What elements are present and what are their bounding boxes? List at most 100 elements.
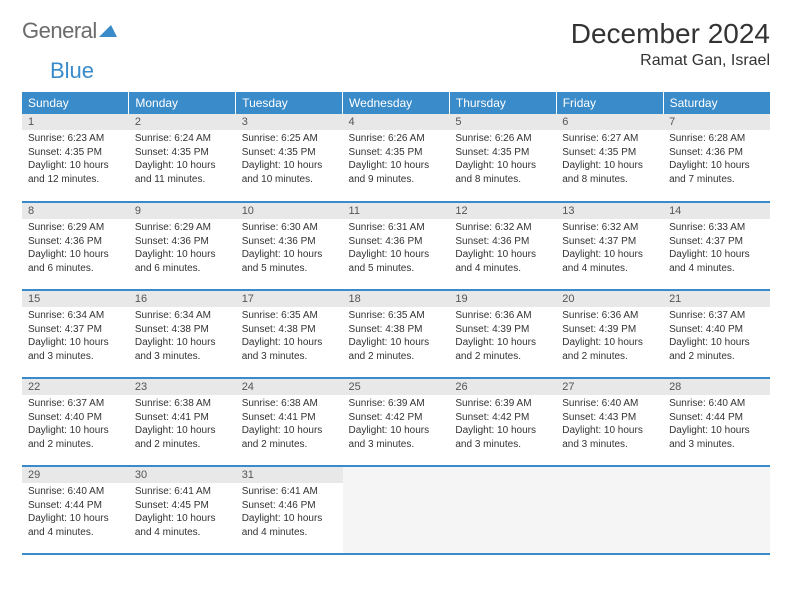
calendar-cell: 25Sunrise: 6:39 AMSunset: 4:42 PMDayligh… <box>343 378 450 466</box>
day-content: Sunrise: 6:34 AMSunset: 4:38 PMDaylight:… <box>129 307 236 367</box>
day-content: Sunrise: 6:30 AMSunset: 4:36 PMDaylight:… <box>236 219 343 279</box>
sunrise-text: Sunrise: 6:27 AM <box>562 132 657 146</box>
day-content: Sunrise: 6:41 AMSunset: 4:45 PMDaylight:… <box>129 483 236 543</box>
sunrise-text: Sunrise: 6:41 AM <box>135 485 230 499</box>
sunrise-text: Sunrise: 6:35 AM <box>349 309 444 323</box>
weekday-header: Monday <box>129 92 236 114</box>
sunset-text: Sunset: 4:36 PM <box>455 235 550 249</box>
sunrise-text: Sunrise: 6:33 AM <box>669 221 764 235</box>
calendar-cell: 3Sunrise: 6:25 AMSunset: 4:35 PMDaylight… <box>236 114 343 202</box>
day-content: Sunrise: 6:29 AMSunset: 4:36 PMDaylight:… <box>129 219 236 279</box>
calendar-cell: 27Sunrise: 6:40 AMSunset: 4:43 PMDayligh… <box>556 378 663 466</box>
sunrise-text: Sunrise: 6:26 AM <box>455 132 550 146</box>
calendar-row: 8Sunrise: 6:29 AMSunset: 4:36 PMDaylight… <box>22 202 770 290</box>
daylight-text: Daylight: 10 hours and 9 minutes. <box>349 159 444 186</box>
calendar-cell: 22Sunrise: 6:37 AMSunset: 4:40 PMDayligh… <box>22 378 129 466</box>
day-content: Sunrise: 6:23 AMSunset: 4:35 PMDaylight:… <box>22 130 129 190</box>
logo-triangle-icon <box>99 23 119 39</box>
sunrise-text: Sunrise: 6:24 AM <box>135 132 230 146</box>
daylight-text: Daylight: 10 hours and 4 minutes. <box>455 248 550 275</box>
sunrise-text: Sunrise: 6:29 AM <box>135 221 230 235</box>
calendar-cell: 8Sunrise: 6:29 AMSunset: 4:36 PMDaylight… <box>22 202 129 290</box>
sunset-text: Sunset: 4:38 PM <box>135 323 230 337</box>
logo: General <box>22 18 119 44</box>
day-content: Sunrise: 6:36 AMSunset: 4:39 PMDaylight:… <box>449 307 556 367</box>
daylight-text: Daylight: 10 hours and 2 minutes. <box>28 424 123 451</box>
calendar-body: 1Sunrise: 6:23 AMSunset: 4:35 PMDaylight… <box>22 114 770 554</box>
weekday-header: Wednesday <box>343 92 450 114</box>
sunset-text: Sunset: 4:39 PM <box>562 323 657 337</box>
calendar-cell: 24Sunrise: 6:38 AMSunset: 4:41 PMDayligh… <box>236 378 343 466</box>
sunset-text: Sunset: 4:46 PM <box>242 499 337 513</box>
sunset-text: Sunset: 4:37 PM <box>669 235 764 249</box>
day-content: Sunrise: 6:40 AMSunset: 4:44 PMDaylight:… <box>22 483 129 543</box>
sunrise-text: Sunrise: 6:40 AM <box>562 397 657 411</box>
sunset-text: Sunset: 4:42 PM <box>349 411 444 425</box>
day-content: Sunrise: 6:40 AMSunset: 4:43 PMDaylight:… <box>556 395 663 455</box>
weekday-header: Saturday <box>663 92 770 114</box>
day-content: Sunrise: 6:32 AMSunset: 4:36 PMDaylight:… <box>449 219 556 279</box>
calendar-cell: 2Sunrise: 6:24 AMSunset: 4:35 PMDaylight… <box>129 114 236 202</box>
day-number: 14 <box>663 203 770 219</box>
sunrise-text: Sunrise: 6:38 AM <box>135 397 230 411</box>
calendar-cell: 9Sunrise: 6:29 AMSunset: 4:36 PMDaylight… <box>129 202 236 290</box>
sunrise-text: Sunrise: 6:36 AM <box>562 309 657 323</box>
sunset-text: Sunset: 4:35 PM <box>562 146 657 160</box>
sunrise-text: Sunrise: 6:39 AM <box>455 397 550 411</box>
sunset-text: Sunset: 4:35 PM <box>28 146 123 160</box>
day-content: Sunrise: 6:29 AMSunset: 4:36 PMDaylight:… <box>22 219 129 279</box>
empty-day <box>343 467 450 483</box>
sunset-text: Sunset: 4:36 PM <box>349 235 444 249</box>
sunset-text: Sunset: 4:45 PM <box>135 499 230 513</box>
day-content: Sunrise: 6:37 AMSunset: 4:40 PMDaylight:… <box>22 395 129 455</box>
weekday-header-row: Sunday Monday Tuesday Wednesday Thursday… <box>22 92 770 114</box>
calendar-cell: 7Sunrise: 6:28 AMSunset: 4:36 PMDaylight… <box>663 114 770 202</box>
sunrise-text: Sunrise: 6:23 AM <box>28 132 123 146</box>
daylight-text: Daylight: 10 hours and 3 minutes. <box>669 424 764 451</box>
sunrise-text: Sunrise: 6:40 AM <box>28 485 123 499</box>
day-content: Sunrise: 6:33 AMSunset: 4:37 PMDaylight:… <box>663 219 770 279</box>
sunrise-text: Sunrise: 6:40 AM <box>669 397 764 411</box>
calendar-cell: 26Sunrise: 6:39 AMSunset: 4:42 PMDayligh… <box>449 378 556 466</box>
daylight-text: Daylight: 10 hours and 3 minutes. <box>242 336 337 363</box>
day-content: Sunrise: 6:34 AMSunset: 4:37 PMDaylight:… <box>22 307 129 367</box>
day-number: 13 <box>556 203 663 219</box>
sunset-text: Sunset: 4:40 PM <box>669 323 764 337</box>
daylight-text: Daylight: 10 hours and 6 minutes. <box>135 248 230 275</box>
sunset-text: Sunset: 4:42 PM <box>455 411 550 425</box>
sunset-text: Sunset: 4:38 PM <box>242 323 337 337</box>
sunrise-text: Sunrise: 6:38 AM <box>242 397 337 411</box>
weekday-header: Thursday <box>449 92 556 114</box>
day-content: Sunrise: 6:32 AMSunset: 4:37 PMDaylight:… <box>556 219 663 279</box>
calendar-cell <box>449 466 556 554</box>
calendar-cell: 4Sunrise: 6:26 AMSunset: 4:35 PMDaylight… <box>343 114 450 202</box>
sunset-text: Sunset: 4:44 PM <box>669 411 764 425</box>
sunset-text: Sunset: 4:40 PM <box>28 411 123 425</box>
daylight-text: Daylight: 10 hours and 7 minutes. <box>669 159 764 186</box>
calendar-row: 22Sunrise: 6:37 AMSunset: 4:40 PMDayligh… <box>22 378 770 466</box>
sunrise-text: Sunrise: 6:34 AM <box>28 309 123 323</box>
daylight-text: Daylight: 10 hours and 4 minutes. <box>669 248 764 275</box>
day-number: 25 <box>343 379 450 395</box>
daylight-text: Daylight: 10 hours and 12 minutes. <box>28 159 123 186</box>
sunrise-text: Sunrise: 6:34 AM <box>135 309 230 323</box>
day-content: Sunrise: 6:37 AMSunset: 4:40 PMDaylight:… <box>663 307 770 367</box>
day-content: Sunrise: 6:38 AMSunset: 4:41 PMDaylight:… <box>129 395 236 455</box>
sunrise-text: Sunrise: 6:30 AM <box>242 221 337 235</box>
weekday-header: Sunday <box>22 92 129 114</box>
daylight-text: Daylight: 10 hours and 3 minutes. <box>562 424 657 451</box>
calendar-cell: 16Sunrise: 6:34 AMSunset: 4:38 PMDayligh… <box>129 290 236 378</box>
day-number: 10 <box>236 203 343 219</box>
sunset-text: Sunset: 4:41 PM <box>242 411 337 425</box>
calendar-row: 1Sunrise: 6:23 AMSunset: 4:35 PMDaylight… <box>22 114 770 202</box>
sunset-text: Sunset: 4:44 PM <box>28 499 123 513</box>
day-content: Sunrise: 6:40 AMSunset: 4:44 PMDaylight:… <box>663 395 770 455</box>
weekday-header: Tuesday <box>236 92 343 114</box>
sunrise-text: Sunrise: 6:26 AM <box>349 132 444 146</box>
day-number: 31 <box>236 467 343 483</box>
calendar-cell: 10Sunrise: 6:30 AMSunset: 4:36 PMDayligh… <box>236 202 343 290</box>
daylight-text: Daylight: 10 hours and 2 minutes. <box>455 336 550 363</box>
day-content: Sunrise: 6:31 AMSunset: 4:36 PMDaylight:… <box>343 219 450 279</box>
calendar-cell: 11Sunrise: 6:31 AMSunset: 4:36 PMDayligh… <box>343 202 450 290</box>
day-content: Sunrise: 6:28 AMSunset: 4:36 PMDaylight:… <box>663 130 770 190</box>
